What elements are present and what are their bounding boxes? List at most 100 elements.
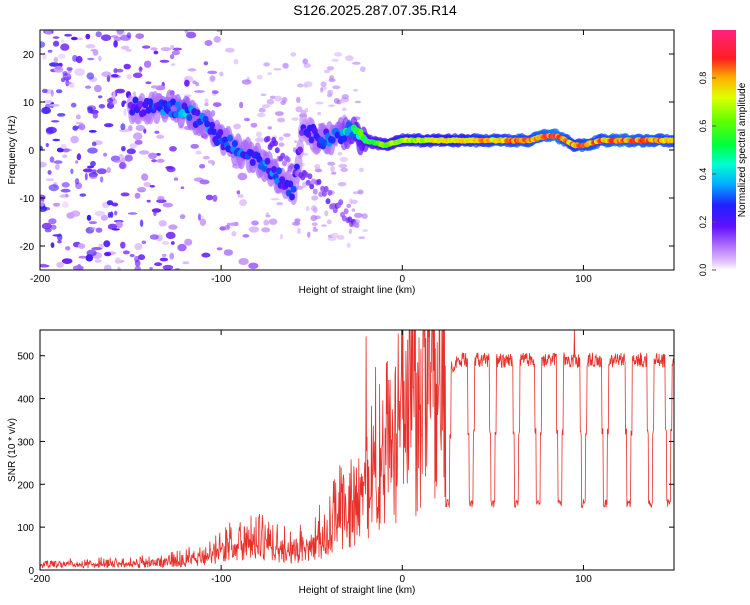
noise-blob <box>126 32 132 39</box>
branch-blob <box>309 183 315 190</box>
y-tick-label: 400 <box>17 395 34 406</box>
noise-blob <box>85 44 96 49</box>
noise-blob <box>226 222 231 230</box>
noise-blob <box>169 146 177 152</box>
ridge-core <box>321 139 328 147</box>
noise-blob <box>333 97 340 104</box>
noise-blob <box>233 123 241 130</box>
noise-blob <box>104 123 114 128</box>
noise-blob <box>145 81 152 85</box>
noise-blob <box>179 214 186 220</box>
noise-blob <box>211 90 219 95</box>
noise-blob <box>96 168 107 175</box>
noise-blob <box>294 140 298 144</box>
noise-blob <box>307 231 311 238</box>
noise-blob <box>142 45 151 49</box>
ridge-core <box>174 101 181 109</box>
noise-blob <box>276 202 284 206</box>
noise-blob <box>212 102 222 107</box>
ridge-core <box>289 193 295 201</box>
noise-blob <box>169 54 175 60</box>
branch-blob <box>305 179 311 186</box>
noise-blob <box>169 252 175 260</box>
noise-blob <box>186 31 197 39</box>
noise-blob <box>280 233 283 240</box>
noise-blob <box>70 36 78 41</box>
ridge-core <box>217 129 224 136</box>
noise-blob <box>256 112 266 118</box>
noise-blob <box>91 141 97 147</box>
spectrogram-ylabel: Frequency (Hz) <box>7 116 18 185</box>
noise-blob <box>127 212 138 215</box>
noise-blob <box>107 98 114 104</box>
snr-axes: -200 -100 0 100 0 100 200 300 400 500 <box>17 330 674 585</box>
noise-blob <box>72 125 79 131</box>
noise-blob <box>113 40 118 48</box>
noise-blob <box>138 67 143 71</box>
noise-blob <box>98 104 106 109</box>
noise-blob <box>40 200 45 207</box>
noise-blob <box>345 55 354 61</box>
spectrogram-heatmap <box>40 30 674 270</box>
noise-blob <box>149 234 159 240</box>
spectrogram-xlabel: Height of straight line (km) <box>299 285 416 296</box>
noise-blob <box>267 126 272 130</box>
ridge-core <box>204 120 211 128</box>
noise-blob <box>302 58 309 65</box>
noise-blob <box>199 218 207 226</box>
noise-blob <box>265 214 271 218</box>
branch-blob <box>273 140 278 147</box>
noise-blob <box>313 226 317 229</box>
colorbar-tick-label: 0.0 <box>698 264 708 277</box>
noise-blob <box>75 55 83 64</box>
noise-blob <box>180 186 185 189</box>
noise-blob <box>225 47 235 53</box>
noise-blob <box>88 221 97 225</box>
ridge-core <box>279 176 286 184</box>
noise-blob <box>57 239 62 244</box>
noise-blob <box>40 145 43 151</box>
noise-blob <box>348 228 352 235</box>
branch-blob <box>331 202 336 209</box>
noise-blob <box>87 147 98 154</box>
noise-blob <box>197 213 202 221</box>
noise-blob <box>274 111 284 116</box>
noise-blob <box>123 108 127 116</box>
noise-blob <box>330 165 335 172</box>
noise-blob <box>199 179 210 185</box>
noise-blob <box>337 182 347 187</box>
noise-blob <box>141 240 147 245</box>
noise-blob <box>94 84 102 93</box>
noise-blob <box>117 266 121 270</box>
noise-blob <box>90 160 96 167</box>
branch-blob <box>343 208 349 215</box>
noise-blob <box>174 267 181 270</box>
noise-blob <box>48 218 57 225</box>
noise-blob <box>270 198 280 201</box>
noise-blob <box>258 107 266 113</box>
ridge-core <box>275 167 282 175</box>
ridge-core <box>209 121 216 129</box>
noise-blob <box>162 202 173 208</box>
noise-blob <box>125 49 132 52</box>
noise-blob <box>62 154 68 158</box>
ridge-core <box>290 185 297 193</box>
noise-blob <box>40 161 47 168</box>
snr-panel: -200 -100 0 100 0 100 200 300 400 500 Height of s… <box>7 329 675 596</box>
noise-blob <box>157 195 165 201</box>
noise-blob <box>151 159 157 163</box>
noise-blob <box>146 199 151 203</box>
noise-blob <box>341 94 349 100</box>
noise-blob <box>251 220 259 226</box>
noise-blob <box>103 152 108 157</box>
noise-blob <box>190 143 199 149</box>
noise-blob <box>250 122 258 128</box>
noise-blob <box>346 242 351 249</box>
noise-blob <box>61 39 64 43</box>
noise-blob <box>296 83 304 88</box>
colorbar-label: Normalized spectral amplitude <box>737 82 748 217</box>
noise-blob <box>151 208 162 213</box>
noise-blob <box>120 45 130 50</box>
